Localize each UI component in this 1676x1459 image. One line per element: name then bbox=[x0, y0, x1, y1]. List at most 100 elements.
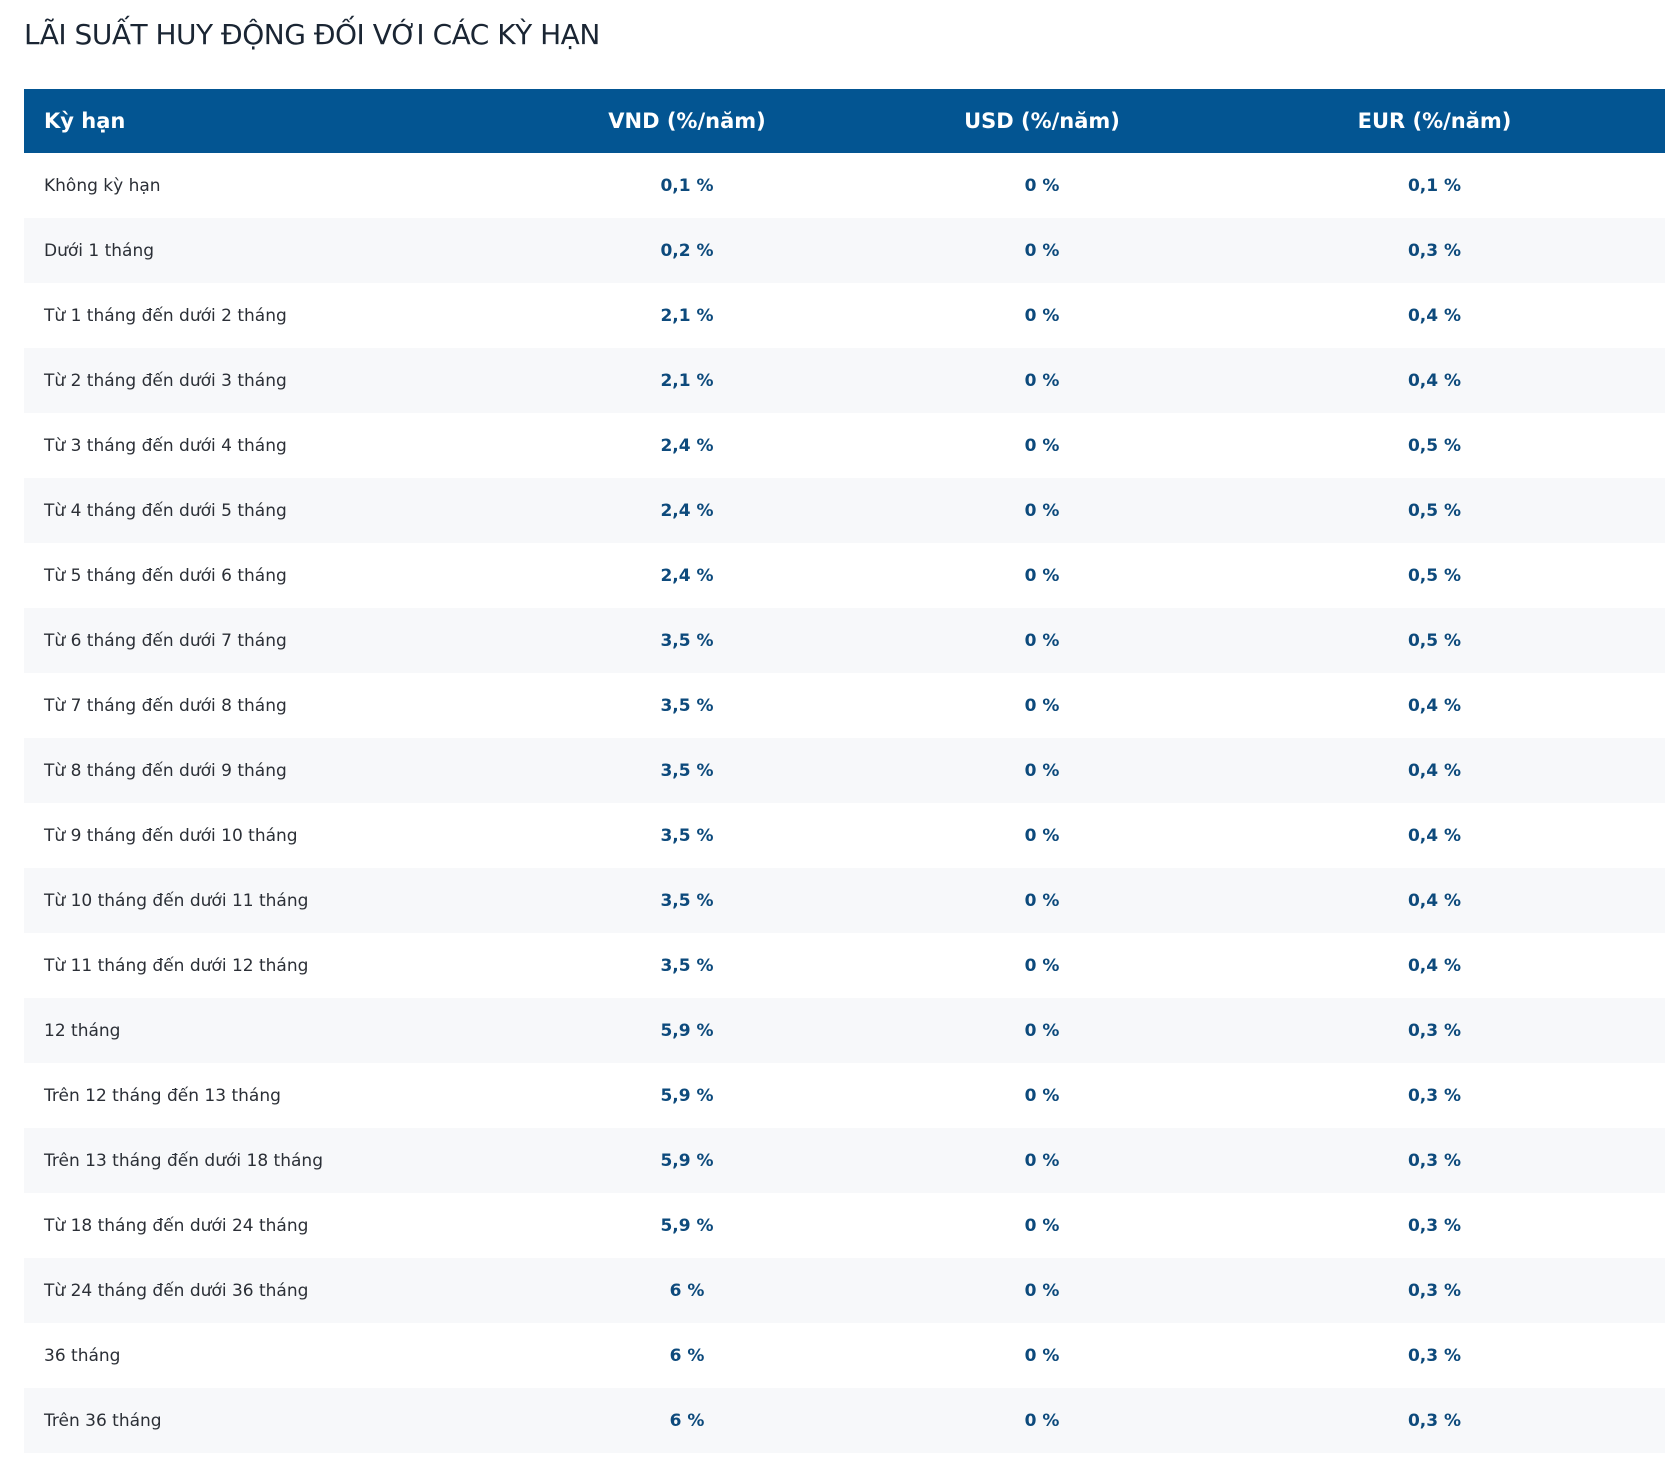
rate-cell: 0 % bbox=[1024, 565, 1060, 586]
rate-cell: 0,5 % bbox=[1204, 608, 1665, 673]
table-row: Từ 6 tháng đến dưới 7 tháng 3,5 % 0 % 0,5 % bbox=[24, 608, 1665, 673]
rate-cell: 0,3 % bbox=[1204, 1128, 1665, 1193]
rate-cell: 3,5 % bbox=[494, 868, 880, 933]
table-body: Không kỳ hạn 0,1 % 0 % 0,1 % Dưới 1 tháng 0,2… bbox=[24, 153, 1665, 1453]
rate-cell: 0 % bbox=[880, 478, 1204, 543]
table-row: Trên 12 tháng đến 13 tháng 5,9 % 0 % 0,3 % bbox=[24, 1063, 1665, 1128]
rate-cell: 3,5 % bbox=[660, 825, 714, 846]
header-cell: EUR (%/năm) bbox=[1204, 89, 1665, 153]
rate-cell: 0 % bbox=[1024, 305, 1060, 326]
rate-cell: 0 % bbox=[1024, 955, 1060, 976]
rate-cell: 5,9 % bbox=[660, 1085, 714, 1106]
table-row: Từ 1 tháng đến dưới 2 tháng 2,1 % 0 % 0,4 % bbox=[24, 283, 1665, 348]
table-row: Từ 7 tháng đến dưới 8 tháng 3,5 % 0 % 0,4 % bbox=[24, 673, 1665, 738]
rate-cell: 2,4 % bbox=[494, 478, 880, 543]
term-cell: Từ 8 tháng đến dưới 9 tháng bbox=[24, 738, 494, 803]
table-row: Không kỳ hạn 0,1 % 0 % 0,1 % bbox=[24, 153, 1665, 218]
term-cell: Từ 6 tháng đến dưới 7 tháng bbox=[24, 608, 494, 673]
term-cell: Từ 10 tháng đến dưới 11 tháng bbox=[24, 868, 494, 933]
table-row: 12 tháng 5,9 % 0 % 0,3 % bbox=[24, 998, 1665, 1063]
rate-cell: 2,4 % bbox=[660, 565, 714, 586]
rate-cell: 0,3 % bbox=[1204, 1258, 1665, 1323]
rate-cell: 0,4 % bbox=[1204, 738, 1665, 803]
rate-cell: 0,1 % bbox=[660, 175, 714, 196]
rate-cell: 5,9 % bbox=[660, 1215, 714, 1236]
rate-table: Kỳ hạn VND (%/năm) USD (%/năm) EUR (%/năm) … bbox=[24, 89, 1665, 1453]
term-cell: Từ 2 tháng đến dưới 3 tháng bbox=[24, 348, 494, 413]
header-cell: VND (%/năm) bbox=[494, 89, 880, 153]
table-row: Từ 4 tháng đến dưới 5 tháng 2,4 % 0 % 0,5 % bbox=[24, 478, 1665, 543]
rate-cell: 5,9 % bbox=[494, 998, 880, 1063]
term-cell: Từ 1 tháng đến dưới 2 tháng bbox=[44, 305, 287, 326]
rate-cell: 0 % bbox=[880, 1128, 1204, 1193]
rate-cell: 6 % bbox=[669, 1345, 705, 1366]
rate-cell: 0,3 % bbox=[1204, 218, 1665, 283]
rate-cell: 5,9 % bbox=[494, 1128, 880, 1193]
rate-cell: 0,3 % bbox=[1204, 998, 1665, 1063]
rate-cell: 6 % bbox=[494, 1388, 880, 1453]
header-cell: Kỳ hạn bbox=[24, 89, 494, 153]
table-row: Từ 2 tháng đến dưới 3 tháng 2,1 % 0 % 0,4 % bbox=[24, 348, 1665, 413]
rate-cell: 2,1 % bbox=[494, 348, 880, 413]
table-row: Từ 11 tháng đến dưới 12 tháng 3,5 % 0 % 0,4… bbox=[24, 933, 1665, 998]
rate-cell: 0,4 % bbox=[1407, 825, 1462, 846]
term-cell: 12 tháng bbox=[24, 998, 494, 1063]
term-cell: Trên 36 tháng bbox=[24, 1388, 494, 1453]
rate-cell: 0,4 % bbox=[1407, 695, 1462, 716]
term-cell: Từ 24 tháng đến dưới 36 tháng bbox=[24, 1258, 494, 1323]
term-cell: Trên 12 tháng đến 13 tháng bbox=[44, 1085, 281, 1106]
rate-cell: 0,4 % bbox=[1204, 348, 1665, 413]
rate-cell: 3,5 % bbox=[494, 608, 880, 673]
rate-cell: 0,5 % bbox=[1407, 565, 1462, 586]
table-row: Trên 13 tháng đến dưới 18 tháng 5,9 % 0 % 0… bbox=[24, 1128, 1665, 1193]
rate-cell: 0 % bbox=[880, 738, 1204, 803]
term-cell: Từ 11 tháng đến dưới 12 tháng bbox=[44, 955, 309, 976]
term-cell: Từ 18 tháng đến dưới 24 tháng bbox=[44, 1215, 309, 1236]
rate-cell: 0,2 % bbox=[494, 218, 880, 283]
table-row: Từ 8 tháng đến dưới 9 tháng 3,5 % 0 % 0,4 % bbox=[24, 738, 1665, 803]
rate-cell: 0,5 % bbox=[1204, 478, 1665, 543]
rate-cell: 0 % bbox=[1024, 825, 1060, 846]
rate-cell: 2,4 % bbox=[660, 435, 714, 456]
rate-cell: 0 % bbox=[1024, 435, 1060, 456]
table-row: Trên 36 tháng 6 % 0 % 0,3 % bbox=[24, 1388, 1665, 1453]
rate-cell: 0 % bbox=[880, 608, 1204, 673]
rate-cell: 0 % bbox=[880, 218, 1204, 283]
term-cell: Từ 9 tháng đến dưới 10 tháng bbox=[44, 825, 298, 846]
term-cell: Từ 5 tháng đến dưới 6 tháng bbox=[44, 565, 287, 586]
rate-cell: 0,5 % bbox=[1407, 435, 1462, 456]
rate-cell: 0,3 % bbox=[1204, 1388, 1665, 1453]
header-cell: USD (%/năm) bbox=[880, 89, 1204, 153]
rate-cell: 0 % bbox=[880, 868, 1204, 933]
rate-cell: 0 % bbox=[1024, 1215, 1060, 1236]
rate-cell: 3,5 % bbox=[660, 695, 714, 716]
term-cell: Không kỳ hạn bbox=[44, 175, 161, 196]
rate-cell: 0 % bbox=[880, 1258, 1204, 1323]
rate-cell: 0 % bbox=[880, 998, 1204, 1063]
rate-cell: 0,4 % bbox=[1204, 868, 1665, 933]
rate-cell: 0,3 % bbox=[1407, 1215, 1462, 1236]
rate-cell: 0 % bbox=[1024, 1345, 1060, 1366]
rate-cell: 3,5 % bbox=[494, 738, 880, 803]
term-cell: Dưới 1 tháng bbox=[24, 218, 494, 283]
table-row: Từ 24 tháng đến dưới 36 tháng 6 % 0 % 0,3 % bbox=[24, 1258, 1665, 1323]
term-cell: Từ 7 tháng đến dưới 8 tháng bbox=[44, 695, 287, 716]
rate-cell: 0,4 % bbox=[1407, 955, 1462, 976]
table-row: Từ 3 tháng đến dưới 4 tháng 2,4 % 0 % 0,5 % bbox=[24, 413, 1665, 478]
table-row: Dưới 1 tháng 0,2 % 0 % 0,3 % bbox=[24, 218, 1665, 283]
rate-cell: 6 % bbox=[494, 1258, 880, 1323]
page-title: LÃI SUẤT HUY ĐỘNG ĐỐI VỚI CÁC KỲ HẠN bbox=[24, 18, 600, 51]
term-cell: Từ 4 tháng đến dưới 5 tháng bbox=[24, 478, 494, 543]
header-row: Kỳ hạn VND (%/năm) USD (%/năm) EUR (%/năm) bbox=[24, 89, 1665, 153]
rate-cell: 2,1 % bbox=[660, 305, 714, 326]
rate-cell: 3,5 % bbox=[660, 955, 714, 976]
rate-cell: 0 % bbox=[1024, 175, 1060, 196]
rate-cell: 0 % bbox=[880, 348, 1204, 413]
rate-cell: 0,4 % bbox=[1407, 305, 1462, 326]
rate-cell: 0,3 % bbox=[1407, 1085, 1462, 1106]
term-cell: Trên 13 tháng đến dưới 18 tháng bbox=[24, 1128, 494, 1193]
rate-cell: 0 % bbox=[1024, 1085, 1060, 1106]
term-cell: Từ 3 tháng đến dưới 4 tháng bbox=[44, 435, 287, 456]
rate-cell: 0,3 % bbox=[1407, 1345, 1462, 1366]
